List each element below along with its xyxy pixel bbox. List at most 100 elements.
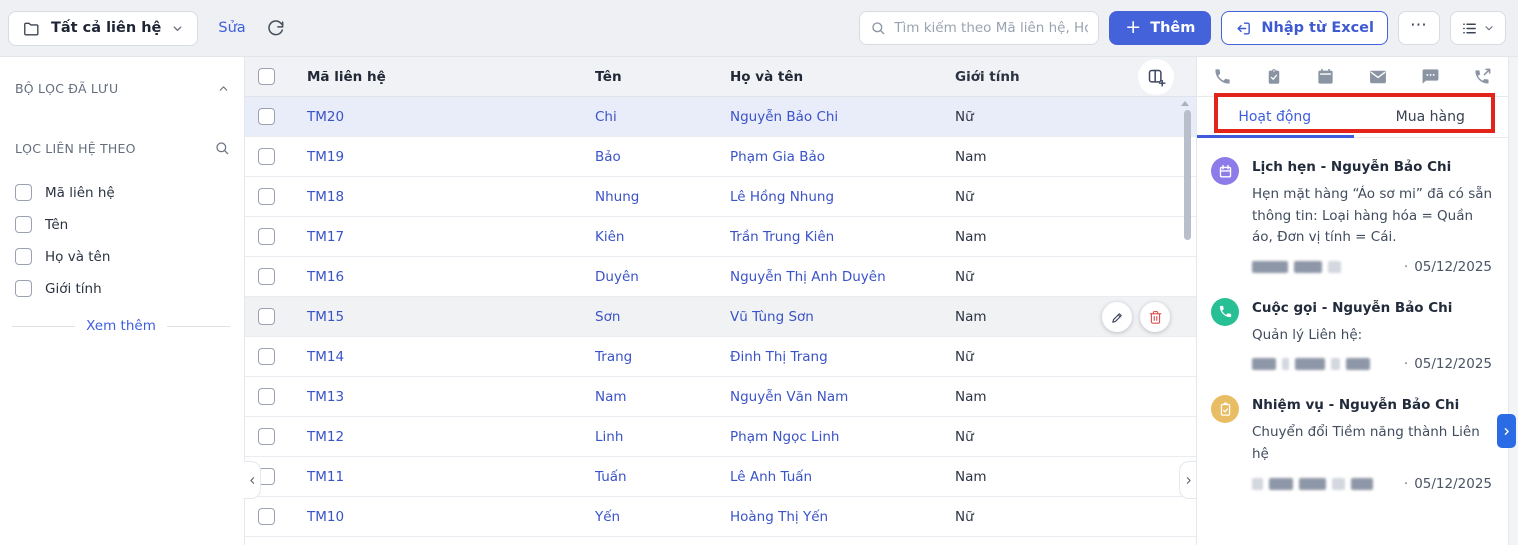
contact-ten-link[interactable]: Sơn	[595, 308, 621, 325]
contact-code-link[interactable]: TM15	[307, 308, 345, 325]
contact-ten-link[interactable]: Nam	[595, 388, 627, 405]
contact-hoten-link[interactable]: Đinh Thị Trang	[730, 348, 828, 365]
table-row[interactable]: TM15 Sơn Vũ Tùng Sơn Nam	[245, 297, 1196, 337]
filter-checkbox[interactable]	[15, 184, 32, 201]
column-header-ma-lien-he[interactable]: Mã liên hệ	[307, 68, 386, 85]
contact-ten-link[interactable]: Trang	[595, 348, 633, 365]
filter-checkbox-item[interactable]: Tên	[15, 216, 230, 233]
view-options-button[interactable]	[1450, 11, 1506, 45]
add-column-button[interactable]	[1138, 59, 1174, 95]
filter-checkbox-item[interactable]: Mã liên hệ	[15, 184, 230, 201]
table-row[interactable]: TM17 Kiên Trần Trung Kiên Nam	[245, 217, 1196, 257]
table-row[interactable]: TM14 Trang Đinh Thị Trang Nữ	[245, 337, 1196, 377]
contact-ten-link[interactable]: Linh	[595, 428, 624, 445]
contact-code-link[interactable]: TM10	[307, 508, 345, 525]
edit-row-button[interactable]	[1102, 302, 1132, 332]
contact-hoten-link[interactable]: Lê Hồng Nhung	[730, 188, 835, 205]
add-button[interactable]: + Thêm	[1109, 11, 1212, 45]
table-row[interactable]: TM19 Bảo Phạm Gia Bảo Nam	[245, 137, 1196, 177]
table-row[interactable]: TM18 Nhung Lê Hồng Nhung Nữ	[245, 177, 1196, 217]
search-input[interactable]	[894, 20, 1089, 36]
table-row[interactable]: TM11 Tuấn Lê Anh Tuấn Nam	[245, 457, 1196, 497]
contact-ten-link[interactable]: Yến	[595, 508, 621, 525]
edit-view-link[interactable]: Sửa	[218, 20, 246, 36]
search-icon[interactable]	[214, 140, 230, 156]
row-checkbox[interactable]	[258, 388, 275, 405]
contact-hoten-link[interactable]: Vũ Tùng Sơn	[730, 308, 814, 325]
view-selector[interactable]: Tất cả liên hệ	[8, 10, 199, 46]
contact-hoten-link[interactable]: Nguyễn Văn Nam	[730, 388, 849, 405]
activity-item[interactable]: Lịch hẹn - Nguyễn Bảo Chi Hẹn mặt hàng “…	[1209, 147, 1496, 279]
scroll-up-arrow[interactable]	[1181, 101, 1189, 106]
contact-code-link[interactable]: TM18	[307, 188, 345, 205]
contact-hoten-link[interactable]: Nguyễn Thị Anh Duyên	[730, 268, 886, 285]
collapse-sidebar-handle[interactable]	[244, 461, 261, 499]
contact-hoten-link[interactable]: Phạm Gia Bảo	[730, 148, 825, 165]
table-row[interactable]: TM20 Chi Nguyễn Bảo Chi Nữ	[245, 97, 1196, 137]
contact-hoten-link[interactable]: Hoàng Thị Yến	[730, 508, 829, 525]
filter-checkbox[interactable]	[15, 216, 32, 233]
row-checkbox[interactable]	[258, 428, 275, 445]
tab-hoat-dong[interactable]: Hoạt động	[1197, 97, 1353, 137]
row-checkbox[interactable]	[258, 108, 275, 125]
activity-item[interactable]: Cuộc gọi - Nguyễn Bảo Chi Quản lý Liên h…	[1209, 288, 1496, 377]
activity-item[interactable]: Nhiệm vụ - Nguyễn Bảo Chi Chuyển đổi Tiề…	[1209, 385, 1496, 495]
mail-action-button[interactable]	[1368, 67, 1388, 87]
contact-code-link[interactable]: TM20	[307, 108, 345, 125]
calendar-action-button[interactable]	[1316, 67, 1335, 86]
contact-code-link[interactable]: TM13	[307, 388, 345, 405]
row-checkbox[interactable]	[258, 228, 275, 245]
table-row[interactable]: TM16 Duyên Nguyễn Thị Anh Duyên Nữ	[245, 257, 1196, 297]
contact-hoten-link[interactable]: Lê Anh Tuấn	[730, 468, 813, 485]
column-header-gioi-tinh[interactable]: Giới tính	[955, 68, 1020, 85]
filter-label: Mã liên hệ	[45, 184, 115, 201]
table-row[interactable]: TM10 Yến Hoàng Thị Yến Nữ	[245, 497, 1196, 537]
search-box[interactable]	[859, 11, 1100, 45]
collapse-panel-handle[interactable]	[1179, 461, 1196, 499]
contact-hoten-link[interactable]: Nguyễn Bảo Chi	[730, 108, 839, 125]
column-header-ten[interactable]: Tên	[595, 68, 622, 85]
contact-ten-link[interactable]: Bảo	[595, 148, 621, 165]
contact-code-link[interactable]: TM17	[307, 228, 345, 245]
phone-action-button[interactable]	[1213, 67, 1232, 86]
contact-ten-link[interactable]: Kiên	[595, 228, 625, 245]
tab-mua-hang[interactable]: Mua hàng	[1353, 97, 1509, 137]
filter-checkbox[interactable]	[15, 280, 32, 297]
chat-action-button[interactable]	[1421, 67, 1440, 86]
row-checkbox[interactable]	[258, 148, 275, 165]
expand-detail-button[interactable]	[1497, 414, 1516, 448]
tasks-action-button[interactable]	[1265, 68, 1283, 86]
more-actions-button[interactable]: ⋯	[1398, 11, 1440, 45]
contact-hoten-link[interactable]: Phạm Ngọc Linh	[730, 428, 840, 445]
contact-ten-link[interactable]: Duyên	[595, 268, 639, 285]
contact-code-link[interactable]: TM12	[307, 428, 345, 445]
see-more-link[interactable]: Xem thêm	[12, 318, 230, 334]
table-row[interactable]: TM12 Linh Phạm Ngọc Linh Nữ	[245, 417, 1196, 457]
select-all-checkbox[interactable]	[258, 68, 275, 85]
row-checkbox[interactable]	[258, 348, 275, 365]
contact-ten-link[interactable]: Tuấn	[595, 468, 627, 485]
contact-ten-link[interactable]: Nhung	[595, 188, 640, 205]
contact-ten-link[interactable]: Chi	[595, 108, 617, 125]
filter-checkbox-item[interactable]: Giới tính	[15, 280, 230, 297]
contact-hoten-link[interactable]: Trần Trung Kiên	[730, 228, 835, 245]
filter-checkbox-item[interactable]: Họ và tên	[15, 248, 230, 265]
contact-code-link[interactable]: TM11	[307, 468, 345, 485]
contact-code-link[interactable]: TM19	[307, 148, 345, 165]
column-header-ho-va-ten[interactable]: Họ và tên	[730, 68, 804, 85]
row-checkbox[interactable]	[258, 268, 275, 285]
outgoing-call-action-button[interactable]	[1473, 67, 1492, 86]
saved-filters-header[interactable]: BỘ LỌC ĐÃ LƯU	[12, 81, 230, 96]
import-excel-button[interactable]: Nhập từ Excel	[1221, 11, 1388, 45]
table-row[interactable]: TM13 Nam Nguyễn Văn Nam Nam	[245, 377, 1196, 417]
page-scrollbar[interactable]	[1508, 57, 1518, 545]
contact-code-link[interactable]: TM14	[307, 348, 345, 365]
contact-code-link[interactable]: TM16	[307, 268, 345, 285]
filter-checkbox[interactable]	[15, 248, 32, 265]
table-scrollbar[interactable]	[1184, 110, 1191, 240]
row-checkbox[interactable]	[258, 508, 275, 525]
row-checkbox[interactable]	[258, 308, 275, 325]
delete-row-button[interactable]	[1140, 302, 1170, 332]
refresh-button[interactable]	[266, 19, 285, 38]
row-checkbox[interactable]	[258, 188, 275, 205]
